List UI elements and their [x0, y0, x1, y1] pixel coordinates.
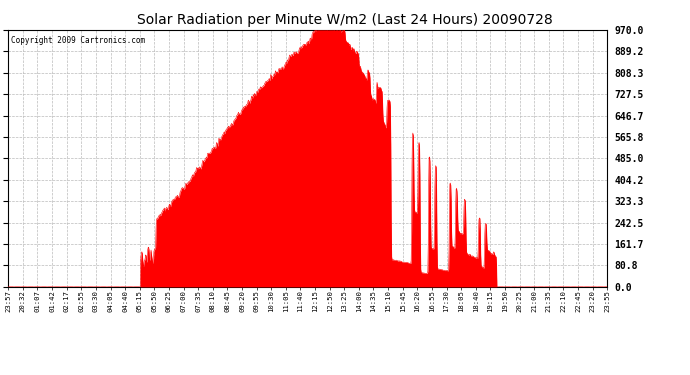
- Text: Solar Radiation per Minute W/m2 (Last 24 Hours) 20090728: Solar Radiation per Minute W/m2 (Last 24…: [137, 13, 553, 27]
- Text: Copyright 2009 Cartronics.com: Copyright 2009 Cartronics.com: [10, 36, 145, 45]
